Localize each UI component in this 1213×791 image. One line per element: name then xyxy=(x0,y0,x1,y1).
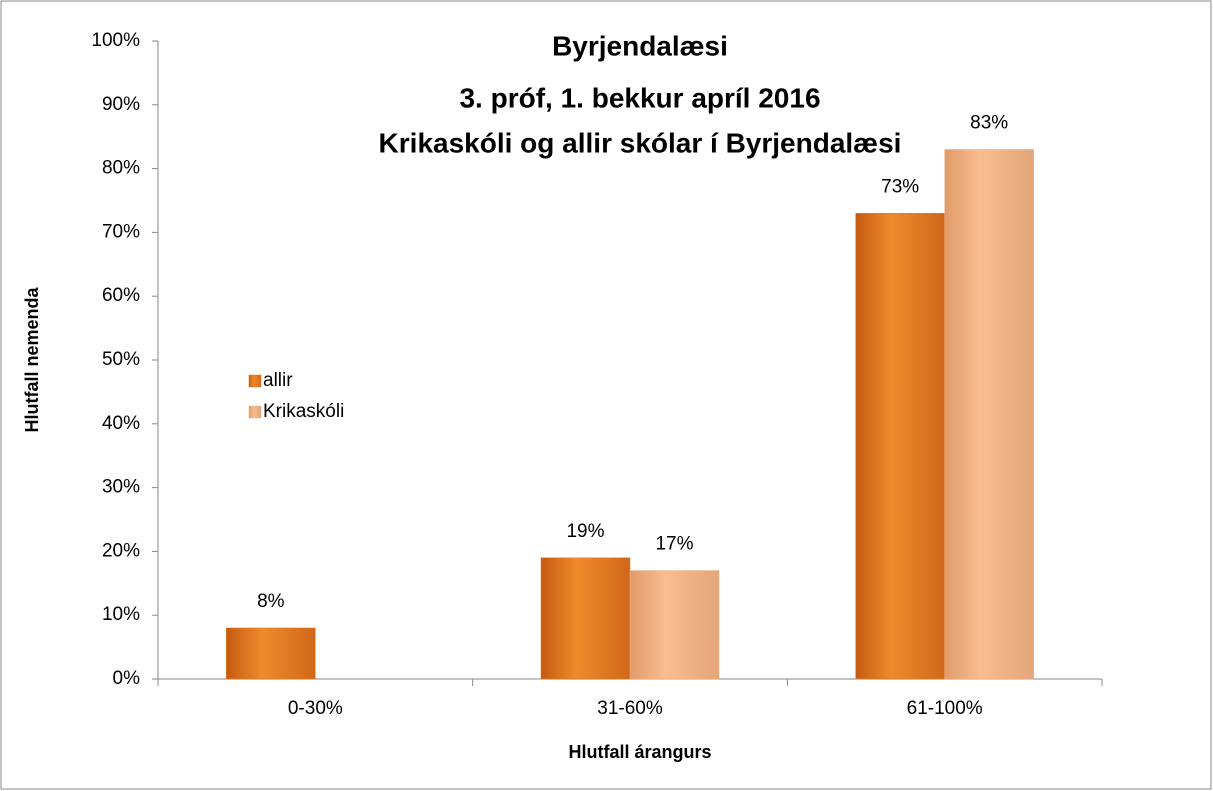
bar xyxy=(855,213,945,680)
chart-title: 3. próf, 1. bekkur apríl 2016 xyxy=(459,82,820,113)
x-tick-label: 61-100% xyxy=(907,698,983,719)
legend-label: allir xyxy=(263,370,293,391)
y-tick-label: 40% xyxy=(102,413,140,434)
y-tick-label: 70% xyxy=(102,221,140,242)
y-tick-label: 10% xyxy=(102,604,140,625)
y-tick-label: 50% xyxy=(102,349,140,370)
y-tick-label: 60% xyxy=(102,285,140,306)
y-tick-label: 80% xyxy=(102,158,140,179)
y-tick-label: 90% xyxy=(102,94,140,115)
y-tick-label: 100% xyxy=(91,30,140,51)
chart-title: Krikaskóli og allir skólar í Byrjendalæs… xyxy=(379,127,902,158)
bar xyxy=(226,627,316,680)
x-tick-label: 0-30% xyxy=(288,698,343,719)
y-tick-label: 20% xyxy=(102,540,140,561)
data-label: 73% xyxy=(881,176,919,197)
legend-swatch xyxy=(248,405,262,419)
data-label: 19% xyxy=(566,521,604,542)
data-label: 83% xyxy=(970,112,1008,133)
bar xyxy=(629,570,720,680)
x-tick-label: 31-60% xyxy=(597,698,663,719)
bar xyxy=(944,149,1034,680)
y-axis-label: Hlutfall nemenda xyxy=(22,287,42,433)
bar xyxy=(540,557,631,680)
legend-swatch xyxy=(248,374,262,388)
y-tick-label: 30% xyxy=(102,477,140,498)
data-label: 17% xyxy=(655,534,693,555)
data-label: 8% xyxy=(257,591,285,612)
x-axis-label: Hlutfall árangurs xyxy=(568,742,711,762)
chart-title: Byrjendalæsi xyxy=(552,30,728,61)
y-tick-label: 0% xyxy=(113,668,141,689)
legend-label: Krikaskóli xyxy=(263,401,344,422)
